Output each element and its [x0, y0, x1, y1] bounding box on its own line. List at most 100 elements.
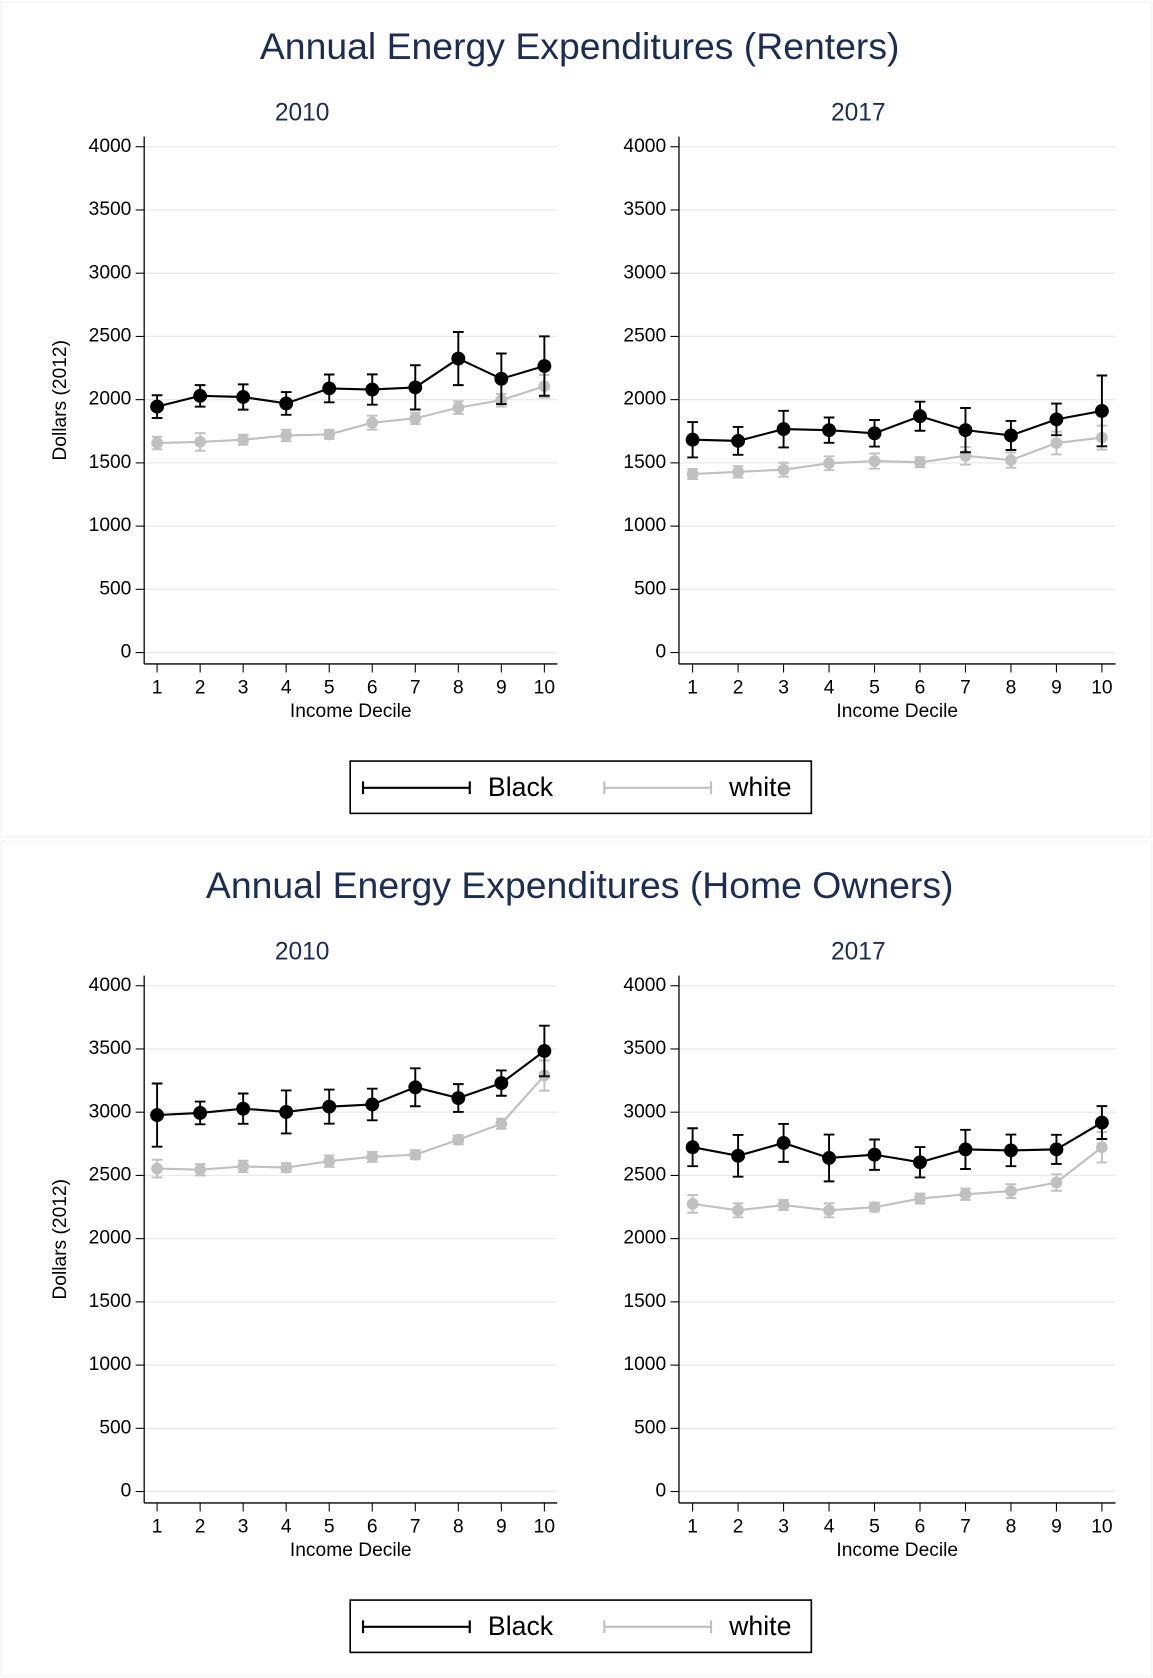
series-line — [692, 1121, 1103, 1164]
x-tick-label: 6 — [915, 1517, 926, 1538]
x-tick-label: 10 — [1091, 678, 1112, 699]
marker — [194, 1163, 207, 1176]
marker — [408, 380, 423, 395]
marker — [236, 390, 251, 404]
x-tick-label: 1 — [152, 1517, 163, 1538]
marker — [452, 401, 465, 414]
marker — [686, 1198, 699, 1210]
marker — [958, 1142, 973, 1157]
y-tick-label: 2000 — [623, 1228, 666, 1249]
series-line — [157, 385, 545, 445]
marker — [1096, 1141, 1108, 1154]
y-tick-label: 4000 — [89, 136, 132, 157]
x-tick-label: 10 — [534, 1517, 555, 1538]
marker — [494, 1076, 509, 1091]
x-tick-label: 6 — [367, 678, 378, 699]
y-tick-label: 1000 — [623, 1354, 666, 1375]
figure-frame — [0, 1, 1153, 838]
marker — [1049, 412, 1064, 427]
marker — [867, 1147, 882, 1162]
y-tick-label: 500 — [634, 1417, 666, 1438]
panel-subtitle: 2017 — [831, 100, 886, 127]
y-tick-label: 1000 — [89, 515, 132, 536]
marker — [1005, 1185, 1017, 1197]
x-tick-label: 6 — [915, 678, 926, 699]
x-tick-label: 4 — [824, 1517, 835, 1538]
y-tick-label: 2000 — [89, 1228, 132, 1249]
x-tick-label: 7 — [410, 678, 421, 699]
marker — [685, 1140, 700, 1155]
y-tick-label: 3000 — [89, 1101, 132, 1122]
marker — [1050, 1176, 1063, 1189]
y-tick-label: 1000 — [623, 515, 666, 536]
y-tick-label: 500 — [634, 578, 666, 599]
marker — [408, 1080, 423, 1095]
y-tick-label: 1500 — [89, 452, 132, 473]
marker — [1094, 403, 1109, 418]
marker — [150, 1108, 165, 1123]
marker — [777, 463, 790, 476]
marker — [777, 1199, 790, 1211]
marker — [322, 381, 337, 396]
marker — [913, 1155, 927, 1170]
x-tick-label: 4 — [281, 678, 292, 699]
marker — [409, 412, 422, 425]
marker — [151, 437, 163, 449]
marker — [323, 1155, 336, 1168]
marker — [322, 1099, 337, 1114]
marker — [537, 1044, 552, 1058]
y-tick-label: 500 — [99, 578, 131, 599]
legend-label: white — [728, 772, 791, 802]
y-tick-label: 2500 — [89, 326, 132, 347]
marker — [279, 1105, 294, 1119]
y-axis-label: Dollars (2012) — [50, 1179, 71, 1300]
marker — [1004, 1143, 1018, 1158]
legend-symbol — [361, 1620, 471, 1634]
marker — [914, 1192, 926, 1205]
y-tick-label: 3000 — [623, 262, 666, 283]
legend-label: Black — [488, 772, 554, 802]
series-line — [692, 1146, 1103, 1212]
y-tick-label: 3500 — [623, 199, 666, 220]
y-tick-label: 3500 — [89, 199, 132, 220]
marker — [867, 426, 882, 441]
y-tick-label: 500 — [99, 1417, 131, 1438]
x-tick-label: 4 — [824, 678, 835, 699]
marker — [686, 468, 699, 480]
marker — [280, 1161, 293, 1174]
x-tick-label: 7 — [960, 678, 971, 699]
marker — [913, 409, 927, 424]
figure-frame — [0, 840, 1153, 1677]
marker — [452, 1133, 465, 1146]
x-tick-label: 10 — [1091, 1517, 1112, 1538]
legend-symbol — [361, 781, 471, 795]
x-tick-label: 3 — [238, 678, 249, 699]
y-tick-label: 4000 — [623, 136, 666, 157]
series-line — [156, 357, 545, 408]
marker — [280, 429, 293, 442]
x-tick-label: 9 — [496, 678, 507, 699]
marker — [323, 428, 336, 441]
x-tick-label: 2 — [195, 678, 206, 699]
x-tick-label: 9 — [1051, 678, 1062, 699]
x-tick-label: 9 — [1051, 1517, 1062, 1538]
y-tick-label: 3000 — [623, 1101, 666, 1122]
marker — [193, 1106, 208, 1120]
x-tick-label: 3 — [238, 1517, 249, 1538]
x-tick-label: 8 — [1006, 678, 1017, 699]
y-tick-label: 0 — [121, 642, 132, 663]
marker — [1005, 454, 1017, 466]
x-tick-label: 3 — [778, 678, 789, 699]
marker — [1094, 1115, 1109, 1130]
x-axis-label: Income Decile — [836, 701, 958, 722]
y-tick-label: 2500 — [623, 1165, 666, 1186]
panel-subtitle: 2010 — [275, 939, 330, 966]
legend-box — [349, 1599, 813, 1654]
marker — [150, 399, 165, 414]
marker — [776, 422, 791, 437]
y-tick-label: 3000 — [89, 262, 132, 283]
y-tick-label: 2000 — [623, 389, 666, 410]
y-tick-label: 0 — [655, 1481, 666, 1502]
